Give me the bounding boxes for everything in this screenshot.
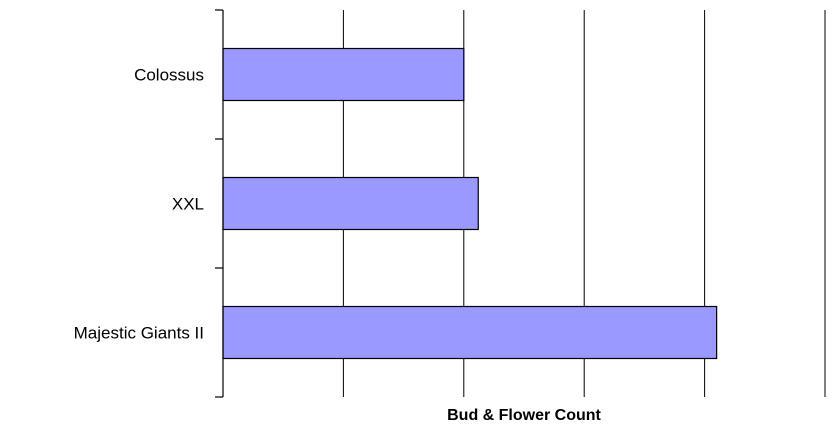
- bar: [222, 47, 465, 102]
- x-axis-title: Bud & Flower Count: [447, 407, 601, 424]
- category-label: Majestic Giants II: [74, 324, 204, 343]
- bars: [222, 47, 718, 360]
- y-axis: [215, 9, 224, 398]
- category-labels: Colossus XXL Majestic Giants II: [74, 66, 204, 343]
- category-label: Colossus: [134, 66, 204, 85]
- bar: [222, 305, 718, 360]
- category-label: XXL: [172, 195, 204, 214]
- bar: [222, 176, 479, 231]
